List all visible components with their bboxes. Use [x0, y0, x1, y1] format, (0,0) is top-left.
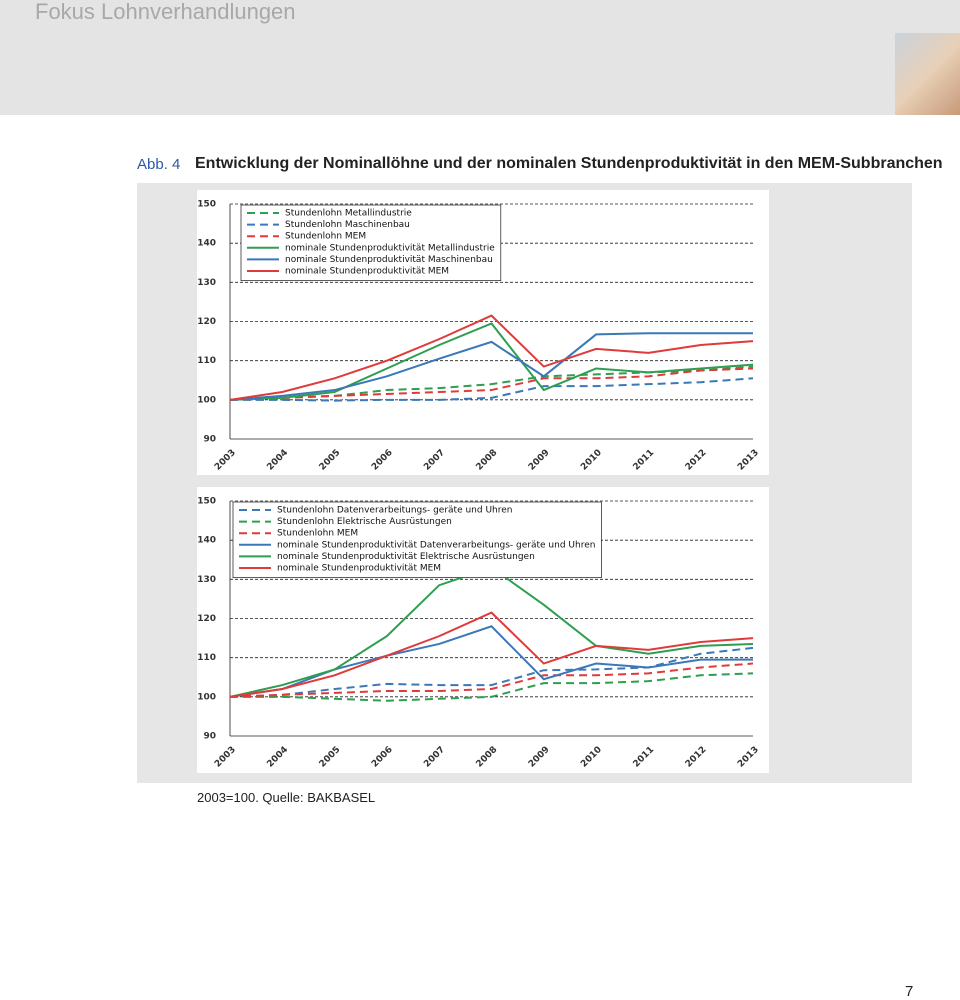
y-tick-label: 90 [203, 732, 216, 742]
x-tick-label: 2011 [631, 448, 656, 473]
y-tick-label: 150 [197, 497, 216, 507]
x-tick-label: 2008 [475, 448, 500, 473]
legend-label: nominale Stundenproduktivität Elektrisch… [277, 552, 535, 562]
legend-label: Stundenlohn Maschinenbau [285, 220, 410, 230]
series-line [229, 646, 754, 698]
figure-title: Entwicklung der Nominallöhne und der nom… [195, 155, 943, 172]
x-tick-label: 2010 [579, 448, 604, 473]
y-tick-label: 140 [197, 536, 216, 546]
legend-box [240, 204, 502, 281]
x-tick-label: 2007 [422, 448, 447, 473]
y-tick-label: 100 [197, 395, 216, 405]
legend-label: nominale Stundenproduktivität Maschinenb… [285, 255, 493, 265]
x-tick-label: 2011 [631, 745, 656, 770]
x-tick-label: 2012 [684, 745, 709, 770]
y-tick-label: 120 [197, 317, 216, 327]
legend-label: nominale Stundenproduktivität Datenverar… [277, 540, 595, 550]
x-tick-label: 2008 [475, 745, 500, 770]
chart: 90 100 110 120 130 140 150 2003 2004 2005 2006 2007… [197, 190, 769, 475]
x-tick-label: 2009 [527, 448, 552, 473]
y-tick-label: 110 [197, 356, 216, 366]
series-line [229, 625, 753, 698]
x-tick-label: 2007 [422, 745, 447, 770]
legend-box [232, 501, 602, 578]
header: Fokus Lohnverhandlungen [0, 0, 960, 115]
series-line [229, 365, 754, 401]
series-line [230, 672, 754, 702]
figure-label: Abb. 4 [137, 156, 181, 173]
y-tick-label: 150 [197, 200, 216, 210]
y-tick-label: 90 [203, 435, 216, 445]
x-tick-label: 2004 [265, 448, 290, 473]
y-tick-label: 110 [197, 653, 216, 663]
legend-label: Stundenlohn MEM [285, 232, 366, 242]
y-tick-label: 120 [197, 614, 216, 624]
series-line [229, 322, 754, 401]
legend-label: Stundenlohn MEM [277, 529, 358, 539]
x-tick-label: 2006 [370, 448, 395, 473]
y-tick-label: 100 [197, 692, 216, 702]
series-line [229, 332, 753, 401]
series-line [229, 367, 754, 401]
x-tick-label: 2005 [318, 745, 343, 770]
series-line [230, 377, 754, 402]
page-number: 7 [905, 983, 914, 1000]
x-tick-label: 2009 [527, 745, 552, 770]
y-tick-label: 130 [197, 278, 216, 288]
x-tick-label: 2010 [579, 745, 604, 770]
x-tick-label: 2013 [736, 745, 761, 770]
x-tick-label: 2013 [736, 448, 761, 473]
legend-label: nominale Stundenproduktivität Metallindu… [285, 243, 495, 253]
header-title: Fokus Lohnverhandlungen [35, 0, 296, 24]
y-tick-label: 130 [197, 575, 216, 585]
series-line [229, 314, 754, 401]
header-photo [895, 33, 960, 115]
legend-label: nominale Stundenproduktivität MEM [285, 267, 449, 277]
legend-label: Stundenlohn Datenverarbeitungs- geräte u… [277, 506, 512, 516]
x-tick-label: 2003 [213, 448, 238, 473]
x-tick-label: 2005 [318, 448, 343, 473]
series-line [229, 611, 754, 698]
x-tick-label: 2003 [213, 745, 238, 770]
series-line [229, 662, 754, 698]
x-tick-label: 2004 [265, 745, 290, 770]
legend-label: nominale Stundenproduktivität MEM [277, 564, 441, 574]
x-tick-label: 2012 [684, 448, 709, 473]
y-tick-label: 140 [197, 239, 216, 249]
x-tick-label: 2006 [370, 745, 395, 770]
legend-label: Stundenlohn Elektrische Ausrüstungen [277, 517, 452, 527]
source-note: 2003=100. Quelle: BAKBASEL [197, 790, 376, 805]
chart: 90 100 110 120 130 140 150 2003 2004 2005 2006 2007… [197, 487, 769, 773]
legend-label: Stundenlohn Metallindustrie [285, 209, 412, 219]
